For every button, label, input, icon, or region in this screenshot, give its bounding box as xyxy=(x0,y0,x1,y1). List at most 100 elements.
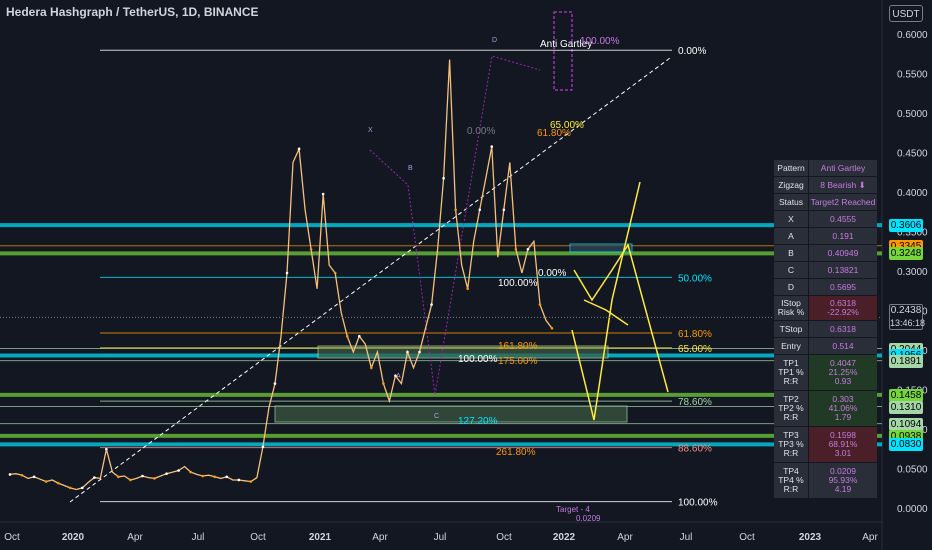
price-level-tag: 0.1094 xyxy=(889,417,923,431)
chart-title: Hedera Hashgraph / TetherUS, 1D, BINANCE xyxy=(6,5,259,19)
x-tick-label: 2023 xyxy=(799,532,822,543)
table-row: Entry 0.514 xyxy=(774,338,877,355)
current-price-tag: 0.2438 13:46:18 xyxy=(889,304,926,331)
y-tick-label: 0.0500 xyxy=(897,465,928,476)
y-tick-label: 0.6000 xyxy=(897,30,928,41)
price-point xyxy=(370,366,373,370)
chart-annotation: 161.80% xyxy=(498,341,538,352)
x-tick-label: Oct xyxy=(4,532,20,543)
x-tick-label: Oct xyxy=(250,532,266,543)
price-level-tag: 0.3606 xyxy=(889,219,923,233)
price-point xyxy=(454,208,457,212)
price-point xyxy=(80,486,84,490)
price-point xyxy=(514,248,518,251)
table-row: B 0.40949 xyxy=(774,245,877,262)
table-value: 0.4047 21.25% 0.93 xyxy=(808,355,877,391)
trend-line xyxy=(69,57,671,503)
price-point xyxy=(538,303,542,306)
chart-annotation: 61.80% xyxy=(537,128,571,139)
price-point xyxy=(8,473,12,476)
x-tick-label: Apr xyxy=(127,532,143,543)
prz-zone xyxy=(317,345,609,359)
price-point xyxy=(309,248,313,251)
price-point xyxy=(333,271,337,275)
currency-button[interactable]: USDT xyxy=(889,5,923,22)
price-point xyxy=(237,478,241,482)
price-series-line xyxy=(9,59,553,491)
table-row: TP2 TP2 % R:R 0.303 41.06% 1.79 xyxy=(774,391,877,427)
price-point xyxy=(56,481,60,485)
target-zone xyxy=(274,405,628,423)
table-row: TP4 TP4 % R:R 0.0209 95.93% 4.19 xyxy=(774,463,877,499)
pattern-point-label: A xyxy=(396,373,401,380)
table-row: TP1 TP1 % R:R 0.4047 21.25% 0.93 xyxy=(774,355,877,391)
price-point xyxy=(261,445,265,449)
price-point xyxy=(189,470,192,474)
table-value: 0.6318 -22.92% xyxy=(808,296,877,321)
price-point xyxy=(490,145,494,148)
table-key: TP3 TP3 % R:R xyxy=(774,427,808,463)
chart-annotation: Target - 4 xyxy=(556,505,590,514)
table-row: TP3 TP3 % R:R 0.1598 68.91% 3.01 xyxy=(774,427,877,463)
table-value: 0.40949 xyxy=(808,245,877,262)
chart-annotation: 175.00% xyxy=(498,356,538,367)
pattern-point-label: C xyxy=(434,413,439,420)
y-tick-label: 0.5000 xyxy=(897,109,928,120)
table-key: TP2 TP2 % R:R xyxy=(774,391,808,427)
fib-level-label: 0.00% xyxy=(678,46,706,57)
table-key: A xyxy=(774,228,808,245)
chart-annotation: 261.80% xyxy=(496,447,536,458)
bearish-projection-arrow xyxy=(573,243,669,393)
chart-annotation: 0.00% xyxy=(538,268,566,279)
price-point xyxy=(117,475,120,479)
y-tick-label: 0.3500 xyxy=(897,228,928,239)
x-tick-label: Jul xyxy=(434,532,447,543)
fib-level-label: 78.60% xyxy=(678,397,712,408)
x-tick-label: 2022 xyxy=(553,532,576,543)
pattern-point-label: X xyxy=(368,127,373,134)
table-row: IStop Risk % 0.6318 -22.92% xyxy=(774,296,877,321)
table-value: 0.1598 68.91% 3.01 xyxy=(808,427,877,463)
price-point xyxy=(68,486,72,490)
price-level-tag: 0.1458 xyxy=(889,388,923,402)
price-point xyxy=(105,447,108,451)
table-value: 8 Bearish ⬇ xyxy=(808,177,877,194)
table-row: A 0.191 xyxy=(774,228,877,245)
price-point xyxy=(141,474,144,478)
pattern-point-label: B xyxy=(408,165,413,172)
candle-countdown: 13:46:18 xyxy=(890,318,926,329)
price-level-tag: 0.0830 xyxy=(889,438,923,452)
x-tick-label: Jul xyxy=(192,532,205,543)
pattern-point-label: D xyxy=(492,37,497,44)
price-point xyxy=(526,248,530,251)
price-point xyxy=(430,303,433,306)
price-point xyxy=(418,350,421,354)
price-point xyxy=(273,382,277,385)
pattern-info-table: Pattern Anti Gartley Zigzag 8 Bearish ⬇ Stat… xyxy=(774,160,877,499)
x-tick-label: Apr xyxy=(617,532,633,543)
x-tick-label: Oct xyxy=(496,532,512,543)
table-key: Entry xyxy=(774,338,808,355)
mid-projection-arrow xyxy=(583,299,629,326)
chart-annotation: 65.00% xyxy=(550,120,584,131)
price-level-tag: 0.1891 xyxy=(889,354,923,368)
price-point xyxy=(394,374,397,378)
table-value: 0.514 xyxy=(808,338,877,355)
table-row: Status Target2 Reached xyxy=(774,194,877,211)
y-tick-label: 0.4500 xyxy=(897,149,928,160)
table-value: Anti Gartley xyxy=(808,160,877,177)
price-point xyxy=(466,287,469,291)
upper-zone xyxy=(569,243,633,253)
table-value: 0.6318 xyxy=(808,321,877,338)
table-row: X 0.4555 xyxy=(774,211,877,228)
y-tick-label: 0.5500 xyxy=(897,70,928,81)
table-value: 0.5695 xyxy=(808,279,877,296)
table-value: Target2 Reached xyxy=(808,194,877,211)
table-key: D xyxy=(774,279,808,296)
table-key: C xyxy=(774,262,808,279)
chart-annotation: 0.00% xyxy=(467,126,495,137)
current-price-value: 0.2438 xyxy=(890,305,922,317)
fib-level-label: 61.80% xyxy=(678,329,712,340)
fib-level-label: 65.00% xyxy=(678,344,712,355)
table-value: 0.0209 95.93% 4.19 xyxy=(808,463,877,499)
